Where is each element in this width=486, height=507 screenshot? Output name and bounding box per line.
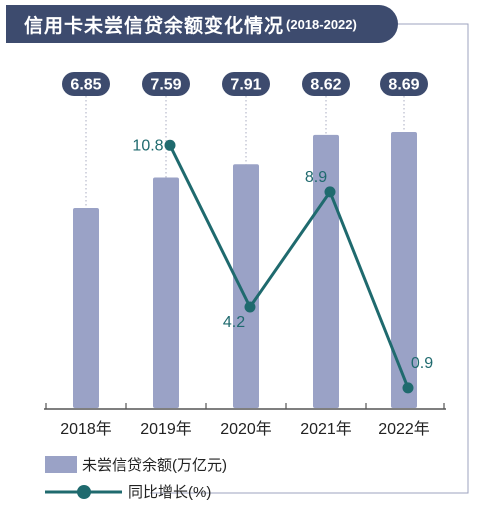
- bar-value-label: 7.59: [150, 77, 181, 94]
- frame-line: [150, 23, 469, 494]
- bar: [73, 208, 99, 408]
- value-badge: [62, 72, 110, 96]
- growth-value-label: 4.2: [223, 314, 245, 331]
- growth-point: [164, 139, 176, 151]
- value-badge: [302, 72, 350, 96]
- value-badge: [142, 72, 190, 96]
- value-badge: [380, 72, 428, 96]
- title-bar: 信用卡未尝信贷余额变化情况 (2018-2022): [6, 5, 398, 43]
- growth-value-label: 10.8: [132, 137, 163, 154]
- legend-swatch-point: [77, 485, 91, 499]
- value-badge: [222, 72, 270, 96]
- x-tick-label: 2021年: [300, 420, 352, 438]
- bar: [313, 134, 339, 409]
- x-tick-label: 2020年: [220, 420, 272, 438]
- bar: [233, 164, 259, 408]
- growth-value-label: 0.9: [411, 355, 433, 372]
- bar-value-label: 7.91: [230, 77, 261, 94]
- growth-value-label: 8.9: [305, 169, 327, 186]
- growth-point: [324, 186, 336, 198]
- growth-point: [244, 301, 256, 313]
- x-tick-label: 2018年: [60, 420, 112, 438]
- growth-point: [402, 382, 414, 394]
- growth-line: [168, 144, 410, 389]
- legend-label-bar: 未尝信贷余额(万亿元): [82, 456, 227, 474]
- bar-value-label: 8.69: [388, 77, 419, 94]
- chart-title: 信用卡未尝信贷余额变化情况: [24, 15, 285, 37]
- bar-value-label: 8.62: [310, 77, 341, 94]
- bar-value-label: 6.85: [70, 77, 101, 94]
- bar: [391, 132, 417, 408]
- bar: [153, 177, 179, 408]
- chart-subtitle: (2018-2022): [286, 16, 357, 32]
- legend-swatch-bar: [45, 456, 77, 473]
- x-tick-label: 2019年: [140, 420, 192, 438]
- x-tick-label: 2022年: [378, 420, 430, 438]
- chart-frame: [150, 23, 469, 494]
- legend-label-line: 同比增长(%): [128, 484, 211, 501]
